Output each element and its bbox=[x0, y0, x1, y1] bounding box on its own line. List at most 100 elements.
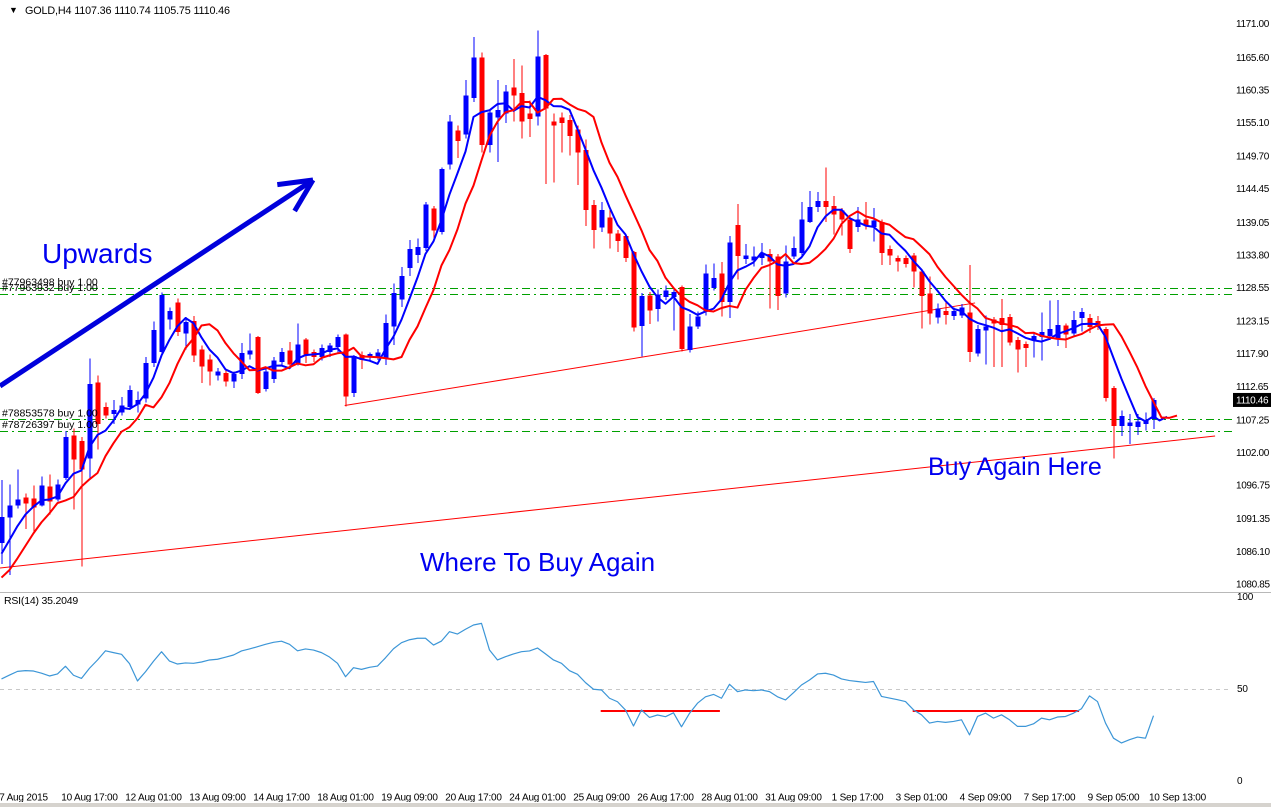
candle-body bbox=[423, 204, 429, 249]
time-axis-label[interactable]: 3 Sep 01:00 bbox=[896, 793, 949, 804]
candle-body bbox=[887, 249, 893, 256]
time-axis-label[interactable]: 19 Aug 09:00 bbox=[381, 793, 438, 804]
ma_fast-line bbox=[0, 95, 1168, 555]
candle-body bbox=[295, 344, 301, 363]
candle-body bbox=[591, 204, 597, 230]
candle-body bbox=[615, 233, 621, 241]
candle-body bbox=[727, 242, 733, 302]
candle-body bbox=[431, 208, 437, 231]
time-axis-label[interactable]: 9 Sep 05:00 bbox=[1088, 793, 1141, 804]
price-axis-label: 1133.80 bbox=[1236, 250, 1270, 261]
price-axis-label: 1107.25 bbox=[1236, 415, 1270, 426]
candle-body bbox=[239, 353, 245, 375]
candle-body bbox=[167, 311, 173, 320]
collapse-marker-icon[interactable]: ▼ bbox=[9, 5, 18, 15]
candle-body bbox=[263, 371, 269, 390]
candle-body bbox=[927, 293, 933, 314]
price-axis-label: 1160.35 bbox=[1236, 85, 1270, 96]
current-price-marker bbox=[1233, 392, 1271, 407]
time-axis-label[interactable]: 4 Sep 09:00 bbox=[960, 793, 1013, 804]
candle-body bbox=[455, 130, 461, 141]
time-axis-label[interactable]: 28 Aug 01:00 bbox=[701, 793, 758, 804]
candle-body bbox=[847, 219, 853, 250]
annotation-text-2: Where To Buy Again bbox=[420, 547, 655, 577]
candle-body bbox=[143, 362, 149, 399]
candle-body bbox=[687, 326, 693, 351]
candle-body bbox=[1047, 329, 1053, 336]
price-axis-label: 1139.05 bbox=[1236, 218, 1270, 229]
price-axis-label: 1155.10 bbox=[1236, 118, 1270, 129]
candle-body bbox=[839, 210, 845, 220]
time-axis-label[interactable]: 13 Aug 09:00 bbox=[189, 793, 246, 804]
candle-body bbox=[599, 209, 605, 228]
candles bbox=[0, 30, 1157, 575]
order-level-label: #77963498 buy 1.00 bbox=[2, 276, 98, 288]
candle-body bbox=[751, 256, 757, 261]
candle-body bbox=[775, 256, 781, 297]
candle-body bbox=[15, 499, 21, 506]
candle-body bbox=[23, 497, 29, 504]
candle-body bbox=[343, 334, 349, 397]
rsi-line bbox=[1, 622, 1155, 744]
time-axis-label[interactable]: 12 Aug 01:00 bbox=[125, 793, 182, 804]
candle-body bbox=[623, 235, 629, 259]
candle-body bbox=[663, 290, 669, 297]
time-axis-label[interactable]: 20 Aug 17:00 bbox=[445, 793, 502, 804]
time-axis-label[interactable]: 18 Aug 01:00 bbox=[317, 793, 374, 804]
candle-body bbox=[871, 220, 877, 227]
price-axis-label: 1112.65 bbox=[1236, 382, 1269, 393]
candle-body bbox=[495, 109, 501, 118]
time-axis-label[interactable]: 7 Sep 17:00 bbox=[1024, 793, 1077, 804]
candle-body bbox=[303, 339, 309, 355]
candle-body bbox=[287, 350, 293, 365]
candle-body bbox=[759, 252, 765, 258]
candle-body bbox=[207, 359, 213, 372]
order-level-label: #78726397 buy 1.00 bbox=[2, 419, 98, 431]
time-axis-label[interactable]: 7 Aug 2015 bbox=[0, 793, 49, 804]
time-axis-label[interactable]: 25 Aug 09:00 bbox=[573, 793, 630, 804]
order-level-label: #77963932 buy 1.00 bbox=[2, 282, 98, 294]
candle-body bbox=[71, 435, 77, 460]
time-axis-label[interactable]: 10 Sep 13:00 bbox=[1149, 793, 1207, 804]
time-axis-label[interactable]: 26 Aug 17:00 bbox=[637, 793, 694, 804]
candle-body bbox=[1135, 421, 1141, 428]
price-axis-label: 1096.75 bbox=[1236, 481, 1270, 492]
candle-body bbox=[631, 251, 637, 328]
time-axis-label[interactable]: 1 Sep 17:00 bbox=[832, 793, 885, 804]
annotation-text-0: Upwards bbox=[42, 238, 152, 269]
candle-body bbox=[711, 278, 717, 289]
candle-body bbox=[1031, 335, 1037, 340]
candle-body bbox=[7, 505, 13, 518]
candle-body bbox=[935, 308, 941, 318]
price-axis-label: 1165.60 bbox=[1236, 53, 1270, 64]
candle-body bbox=[335, 336, 341, 347]
candle-body bbox=[567, 120, 573, 136]
arrow-head bbox=[292, 178, 316, 213]
candle-body bbox=[439, 169, 445, 232]
candle-body bbox=[87, 384, 93, 459]
candle-body bbox=[1119, 416, 1125, 427]
candle-body bbox=[63, 436, 69, 479]
candle-body bbox=[151, 329, 157, 363]
candle-body bbox=[415, 246, 421, 256]
candle-body bbox=[823, 200, 829, 207]
candle-body bbox=[743, 255, 749, 259]
candle-body bbox=[903, 257, 909, 264]
candle-body bbox=[911, 255, 917, 272]
time-axis-label[interactable]: 10 Aug 17:00 bbox=[61, 793, 118, 804]
candle-body bbox=[1015, 339, 1021, 350]
time-axis-label[interactable]: 31 Aug 09:00 bbox=[765, 793, 822, 804]
candle-body bbox=[791, 247, 797, 257]
candle-body bbox=[1023, 344, 1029, 349]
time-axis-label[interactable]: 14 Aug 17:00 bbox=[253, 793, 310, 804]
price-axis-label: 1086.10 bbox=[1236, 547, 1270, 558]
current-price-label: 1110.46 bbox=[1236, 395, 1269, 406]
candle-body bbox=[183, 322, 189, 334]
candle-body bbox=[655, 294, 661, 310]
order-level-label: #78853578 buy 1.00 bbox=[2, 407, 98, 419]
time-axis-label[interactable]: 24 Aug 01:00 bbox=[509, 793, 566, 804]
candle-body bbox=[535, 56, 541, 117]
candle-body bbox=[511, 87, 517, 96]
ma_slow-line bbox=[0, 97, 1178, 579]
